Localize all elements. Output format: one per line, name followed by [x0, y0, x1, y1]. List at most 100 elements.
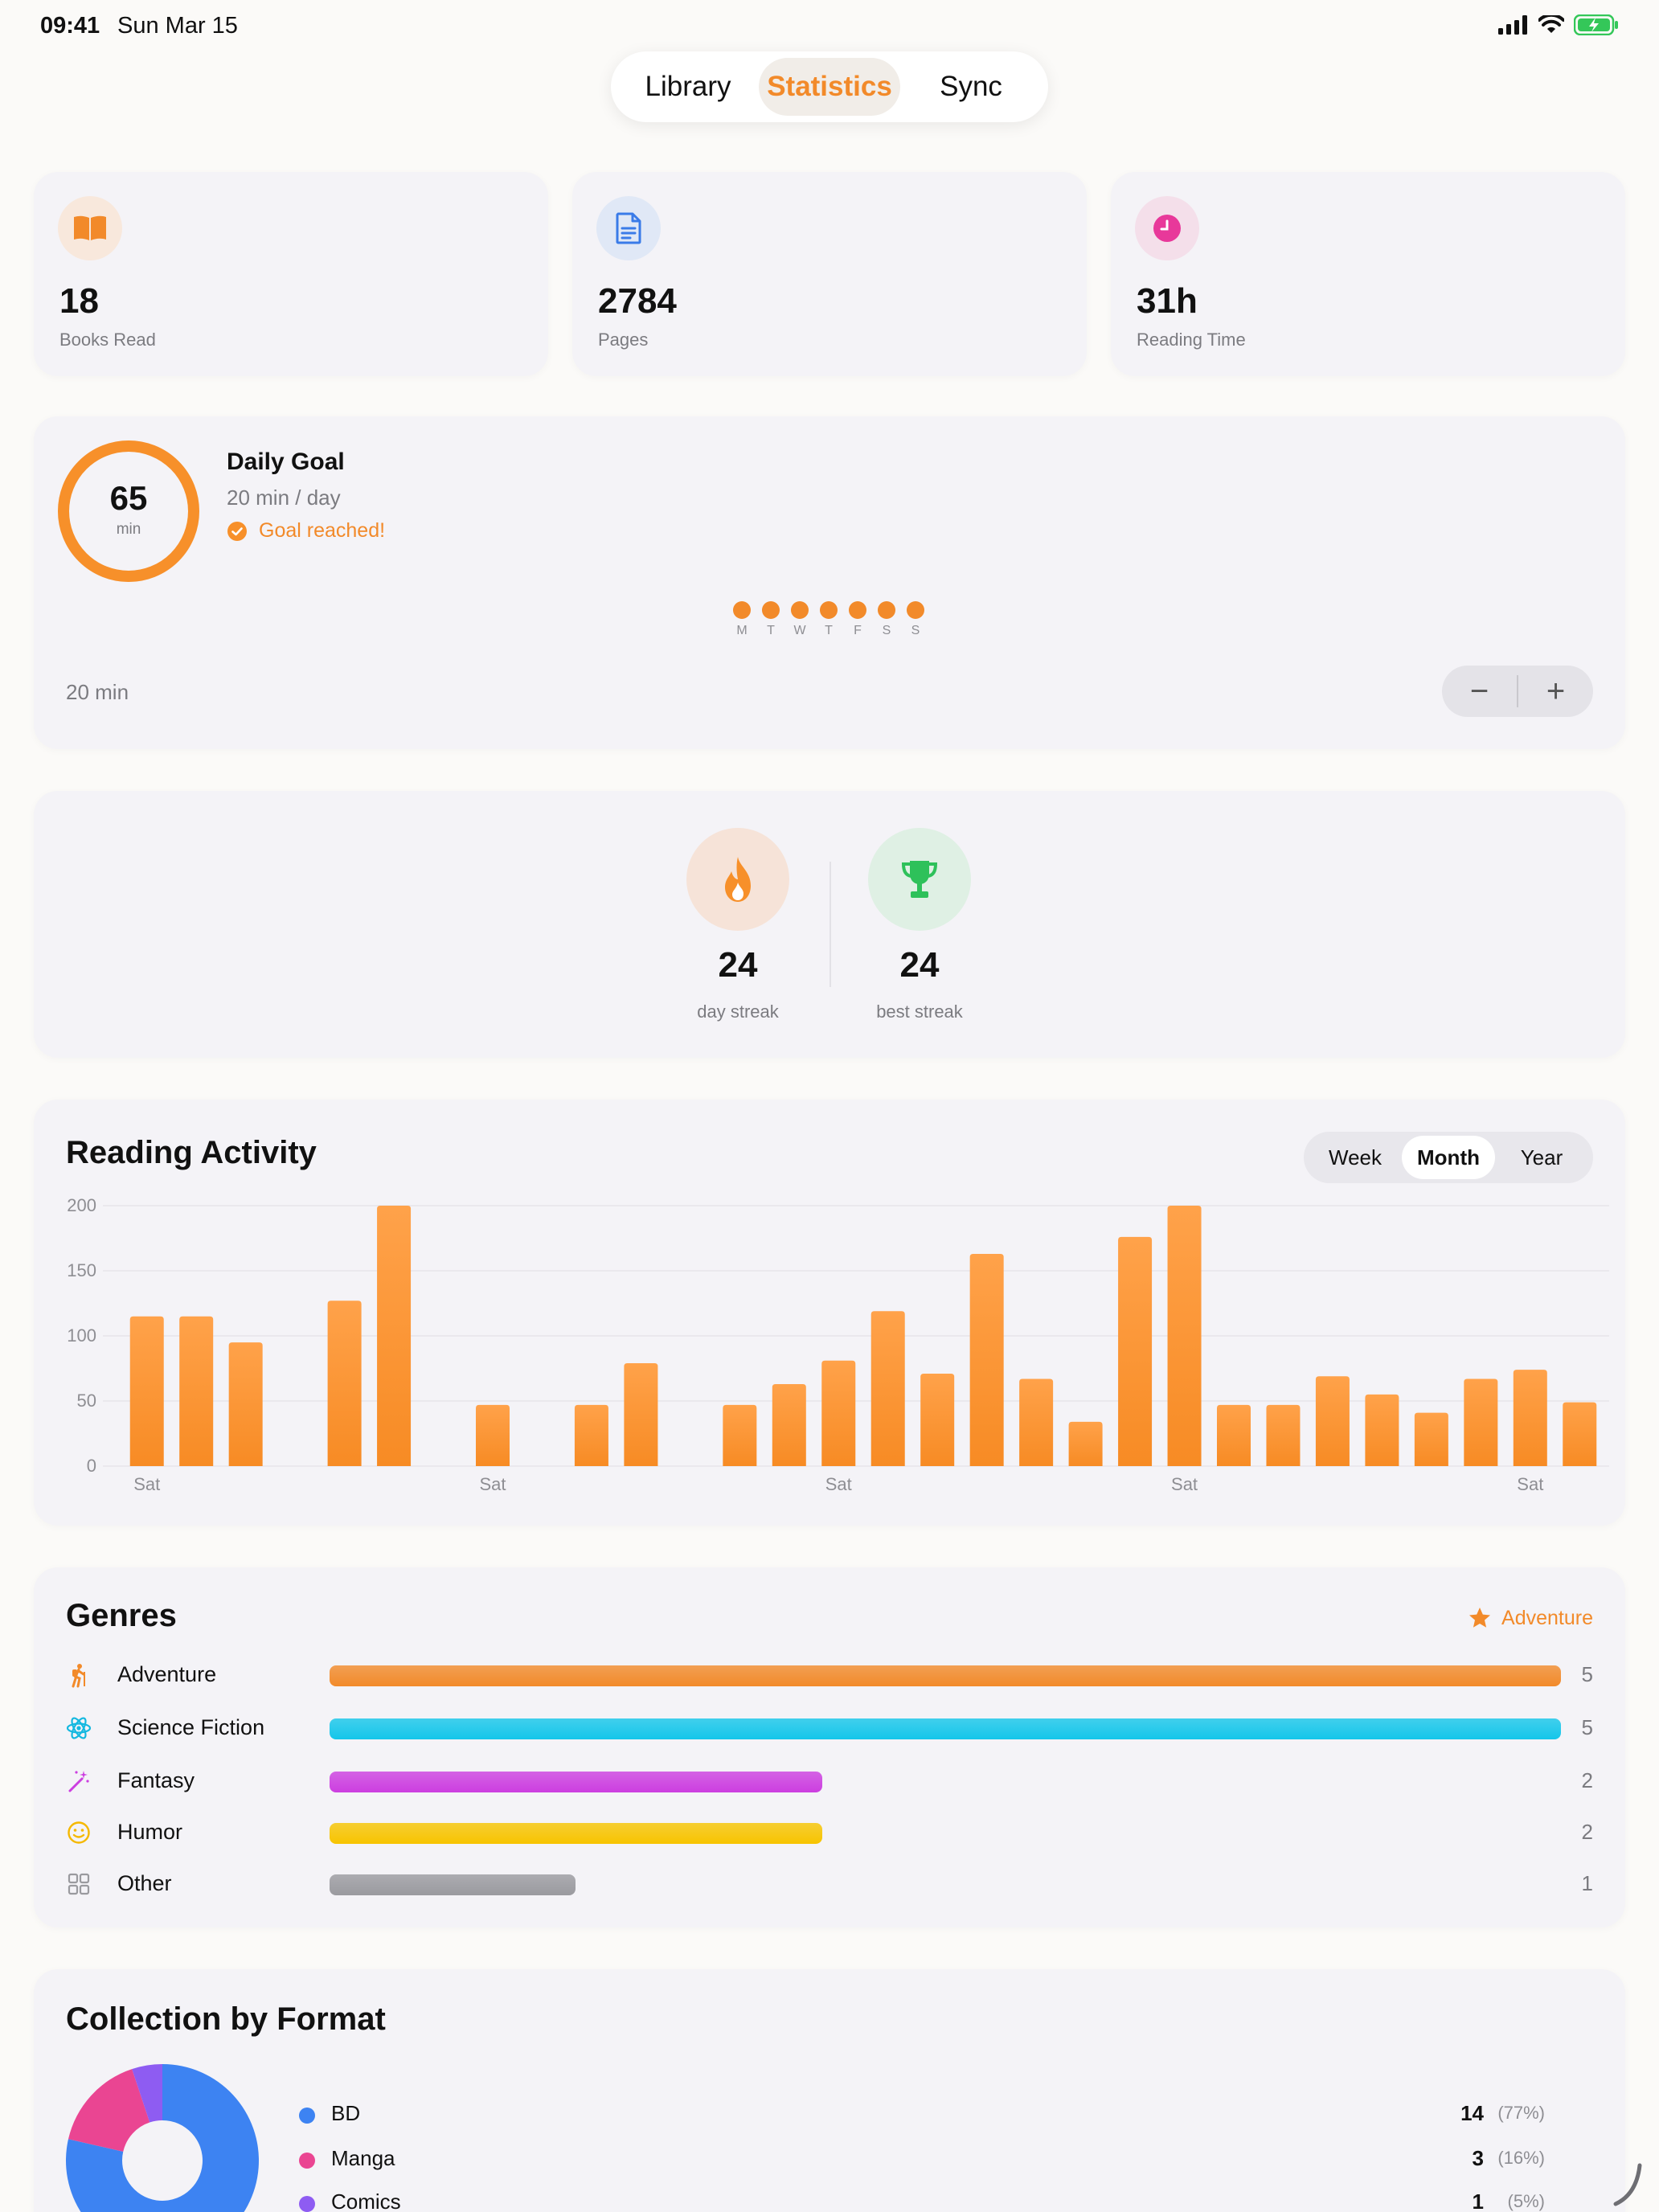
genre-bar: [330, 1665, 1561, 1686]
scroll-indicator[interactable]: [1611, 2162, 1643, 2207]
activity-bar[interactable]: [476, 1404, 510, 1466]
current-streak-value: 24: [718, 945, 758, 985]
battery-charging-icon: [1574, 14, 1618, 35]
reading-time-value: 31h: [1137, 281, 1198, 321]
pages-value: 2784: [598, 281, 677, 321]
genre-bar: [330, 1772, 822, 1792]
format-row: Manga 3 (16%): [296, 2144, 1545, 2177]
weekday-label: W: [793, 624, 806, 637]
weekday-indicator: T: [820, 601, 838, 638]
best-streak-label: best streak: [876, 1002, 963, 1022]
reading-activity-title: Reading Activity: [66, 1135, 317, 1170]
goal-met-dot: [791, 601, 809, 619]
top-genre: Adventure: [1468, 1606, 1593, 1630]
activity-bar[interactable]: [1563, 1402, 1597, 1466]
genre-bar: [330, 1874, 576, 1895]
activity-bar[interactable]: [772, 1383, 806, 1466]
weekday-indicator: F: [849, 601, 866, 638]
best-streak: 24 best streak: [847, 828, 992, 1022]
activity-bar[interactable]: [1019, 1378, 1054, 1466]
genre-name: Science Fiction: [117, 1715, 265, 1739]
activity-bar[interactable]: [870, 1311, 905, 1466]
activity-bar[interactable]: [179, 1316, 214, 1466]
goal-minutes-unit: min: [116, 521, 141, 538]
weekday-indicator: T: [762, 601, 780, 638]
format-count: 1: [1472, 2189, 1484, 2212]
genre-bar: [330, 1718, 1561, 1739]
genre-name: Humor: [117, 1820, 183, 1844]
activity-bar[interactable]: [969, 1253, 1004, 1466]
streak-card: 24 day streak 24 best streak: [34, 791, 1625, 1058]
trophy-icon: [901, 861, 938, 898]
genre-row: Science Fiction 5: [66, 1712, 1593, 1744]
format-percent: (16%): [1497, 2148, 1545, 2168]
format-name: Manga: [331, 2146, 395, 2170]
genre-row: Humor 2: [66, 1817, 1593, 1849]
activity-bar[interactable]: [1167, 1206, 1202, 1466]
activity-bar[interactable]: [1266, 1404, 1301, 1466]
current-streak-label: day streak: [697, 1002, 779, 1022]
weekday-indicator: W: [791, 601, 809, 638]
y-tick-label: 0: [87, 1456, 96, 1476]
format-count: 14: [1460, 2101, 1484, 2125]
tab-sync[interactable]: Sync: [940, 71, 1002, 102]
donut-slice[interactable]: [66, 2064, 259, 2212]
donut-slice[interactable]: [68, 2069, 150, 2152]
activity-bar[interactable]: [377, 1206, 412, 1466]
tab-statistics[interactable]: Statistics: [759, 58, 900, 116]
activity-bar[interactable]: [574, 1404, 608, 1466]
status-icons: [1498, 14, 1619, 35]
star-icon: [1469, 1608, 1491, 1628]
activity-bar[interactable]: [1513, 1370, 1547, 1466]
pages-label: Pages: [598, 330, 649, 350]
genres-title: Genres: [66, 1598, 177, 1633]
increment-button[interactable]: +: [1546, 673, 1566, 709]
reading-activity-chart: 0 50 100 150 200 Sat Sat Sat Sat Sat: [67, 1195, 1609, 1494]
activity-bar[interactable]: [129, 1316, 164, 1466]
goal-ring-graphic: [58, 440, 199, 582]
activity-bar[interactable]: [228, 1342, 263, 1466]
activity-bar[interactable]: [1464, 1378, 1498, 1466]
activity-bar[interactable]: [1118, 1236, 1153, 1466]
status-bar: 09:41 Sun Mar 15: [0, 0, 1659, 51]
activity-bar[interactable]: [1217, 1404, 1251, 1466]
genre-name: Other: [117, 1871, 172, 1895]
activity-bar[interactable]: [723, 1404, 757, 1466]
wifi-icon: [1538, 15, 1564, 33]
activity-bar[interactable]: [821, 1360, 856, 1466]
activity-bar[interactable]: [1315, 1376, 1350, 1466]
reading-activity-card: Reading Activity Week Month Year 0 50 100 1…: [34, 1100, 1625, 1526]
top-genre-label: Adventure: [1501, 1606, 1593, 1629]
activity-bar[interactable]: [624, 1363, 658, 1466]
genre-count: 1: [1581, 1871, 1593, 1895]
weekday-indicator: S: [878, 601, 895, 638]
weekday-label: M: [736, 624, 748, 637]
activity-bar[interactable]: [920, 1373, 955, 1466]
goal-stepper: − +: [1442, 666, 1593, 717]
stat-card-time: 31h Reading Time: [1111, 172, 1625, 376]
activity-bar[interactable]: [327, 1301, 362, 1466]
format-row: BD 14 (77%): [296, 2099, 1545, 2132]
books-read-value: 18: [59, 281, 99, 321]
weekday-label: S: [911, 624, 920, 637]
genre-count: 2: [1581, 1820, 1593, 1844]
decrement-button[interactable]: −: [1469, 673, 1489, 709]
genres-card: Genres Adventure Adventure 5 Science Fic…: [34, 1567, 1625, 1927]
genre-name: Adventure: [117, 1662, 217, 1686]
document-icon: [616, 212, 641, 244]
y-tick-label: 100: [67, 1325, 96, 1346]
activity-bar[interactable]: [1414, 1412, 1448, 1466]
weekday-label: S: [882, 624, 891, 637]
range-year[interactable]: Year: [1520, 1145, 1563, 1169]
activity-bar[interactable]: [1365, 1394, 1399, 1466]
format-donut-chart: [66, 2064, 259, 2212]
status-date: Sun Mar 15: [117, 13, 238, 39]
atom-icon: [66, 1717, 92, 1739]
stat-icon-bg: [1135, 196, 1199, 260]
donut-slice[interactable]: [132, 2064, 162, 2123]
activity-bar[interactable]: [1068, 1421, 1103, 1466]
weekday-indicator: S: [907, 601, 924, 638]
range-month[interactable]: Month: [1402, 1136, 1495, 1179]
tab-library[interactable]: Library: [645, 71, 731, 102]
range-week[interactable]: Week: [1329, 1145, 1382, 1169]
